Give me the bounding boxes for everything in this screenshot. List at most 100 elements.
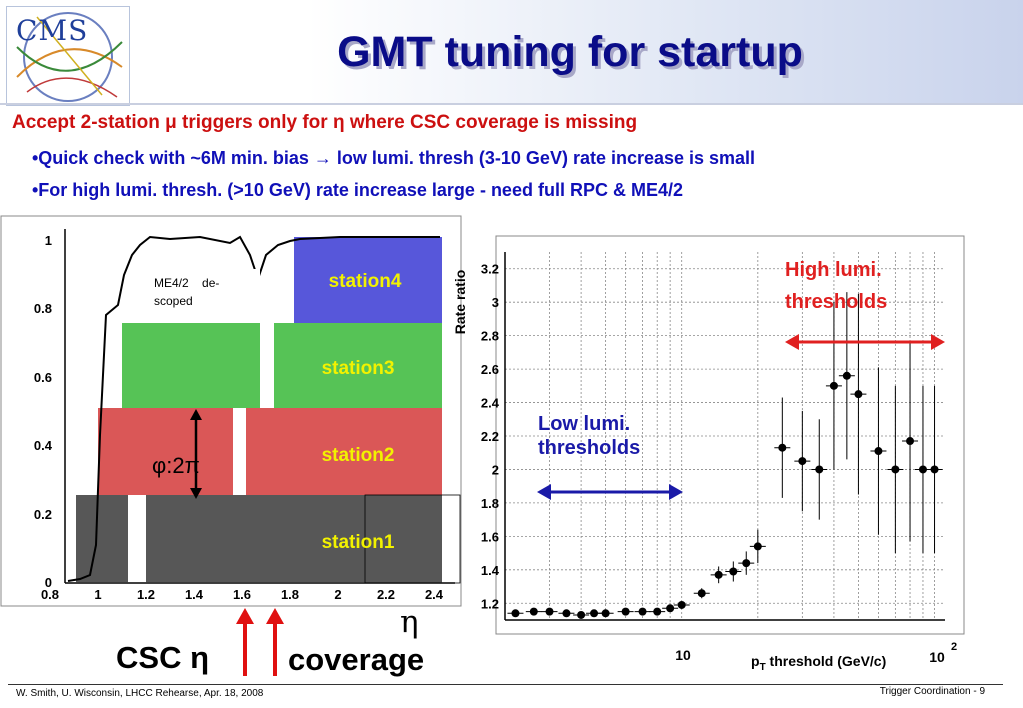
low-lumi-arrow-right — [669, 484, 683, 500]
rate-points — [507, 292, 943, 619]
header-divider — [0, 103, 1023, 105]
rate-point — [511, 609, 520, 618]
rate-point — [653, 607, 662, 616]
csc-arrow-right-head — [266, 608, 284, 624]
cms-logo-graphic — [16, 12, 123, 102]
station4-band — [294, 237, 442, 323]
rate-plot-frame — [495, 235, 965, 635]
rate-y-tick-1.2: 1.2 — [481, 596, 499, 611]
high-lumi-arrow-right — [931, 334, 945, 350]
rate-x-tick-10: 10 — [675, 647, 691, 663]
main-bullet: Accept 2-station μ triggers only for η w… — [12, 112, 638, 133]
footer-right: Trigger Coordination - 9 — [879, 686, 985, 697]
y-tick-0: 0 — [45, 575, 52, 590]
station3-band-left — [122, 323, 260, 408]
rate-y-tick-1.6: 1.6 — [481, 529, 499, 544]
csc-eta-label: CSC η — [116, 640, 209, 675]
x-tick-0.8: 0.8 — [41, 587, 59, 602]
rate-point — [742, 559, 751, 568]
annotation-box — [148, 269, 260, 317]
phi-label: φ:2π — [152, 453, 200, 478]
station4-label: station4 — [329, 271, 402, 292]
station1-band — [146, 495, 442, 583]
sub-bullet-1: •Quick check with ~6M min. bias → low lu… — [32, 148, 756, 168]
eta-coverage-plot: 0 0.2 0.4 0.6 0.8 1 0.8 1 1.2 1.4 1.6 1.… — [0, 215, 462, 607]
rate-point — [529, 607, 538, 616]
eta-symbol: η — [400, 604, 419, 640]
slide-title: GMT tuning for startup — [337, 28, 803, 76]
station2-band-left — [98, 408, 233, 495]
rate-x-tick-100: 10 — [929, 649, 945, 665]
x-tick-2.2: 2.2 — [377, 587, 395, 602]
low-lumi-label-1: Low lumi. — [538, 413, 630, 435]
cms-logo — [6, 6, 130, 106]
rate-y-tick-1.8: 1.8 — [481, 496, 499, 511]
low-lumi-arrow-left — [537, 484, 551, 500]
station1-label: station1 — [322, 532, 395, 553]
y-tick-labels: 0 0.2 0.4 0.6 0.8 1 — [34, 233, 53, 590]
rate-point — [829, 381, 838, 390]
annotation-line2: scoped — [154, 294, 193, 308]
rate-point — [798, 457, 807, 466]
rate-y-tick-1.4: 1.4 — [481, 563, 500, 578]
footer-left: W. Smith, U. Wisconsin, LHCC Rehearse, A… — [16, 688, 264, 699]
rate-point — [874, 447, 883, 456]
rate-y-tick-2.2: 2.2 — [481, 429, 499, 444]
high-lumi-label-2: thresholds — [785, 291, 887, 313]
rate-point — [638, 607, 647, 616]
rate-y-tick-labels: 1.2 1.4 1.6 1.8 2 2.2 2.4 2.6 2.8 3 3.2 — [481, 262, 500, 612]
station1-band-left — [76, 495, 128, 583]
rate-point — [778, 443, 787, 452]
rate-point — [545, 607, 554, 616]
efficiency-curve — [67, 235, 440, 582]
rate-ratio-plot: 1.2 1.4 1.6 1.8 2 2.2 2.4 2.6 2.8 3 3.2 Rate ratio… — [455, 235, 965, 673]
rate-point — [714, 570, 723, 579]
rate-y-tick-2: 2 — [492, 462, 499, 477]
y-tick-0.2: 0.2 — [34, 507, 52, 522]
rate-point — [753, 542, 762, 551]
rate-point — [891, 465, 900, 474]
rate-x-label: pT threshold (GeV/c) — [751, 653, 886, 673]
rate-point — [729, 567, 738, 576]
rate-point — [590, 609, 599, 618]
rate-point — [842, 371, 851, 380]
x-tick-1.4: 1.4 — [185, 587, 204, 602]
csc-arrow-left-head — [236, 608, 254, 624]
sub-bullet-2: •For high lumi. thresh. (>10 GeV) rate i… — [32, 180, 683, 200]
x-tick-2.4: 2.4 — [425, 587, 444, 602]
rate-y-tick-3.2: 3.2 — [481, 262, 499, 277]
rate-point — [577, 610, 586, 619]
rate-point — [918, 465, 927, 474]
rate-x-tick-100-exp: 2 — [951, 641, 957, 653]
rate-point — [666, 604, 675, 613]
y-tick-1: 1 — [45, 233, 52, 248]
phi-arrow-head-bottom — [190, 488, 202, 499]
cms-logo-text: CMS — [16, 14, 89, 47]
high-lumi-arrow-left — [785, 334, 799, 350]
phi-arrow-head-top — [190, 409, 202, 420]
annotation-line1: ME4/2 de- — [154, 276, 219, 290]
station3-band — [274, 323, 442, 408]
rate-point — [906, 437, 915, 446]
station2-label: station2 — [322, 445, 395, 466]
highlight-box — [364, 494, 461, 584]
rate-y-label: Rate ratio — [455, 270, 468, 335]
x-tick-2: 2 — [334, 587, 341, 602]
x-tick-1.6: 1.6 — [233, 587, 251, 602]
y-tick-0.4: 0.4 — [34, 438, 53, 453]
station3-label: station3 — [322, 358, 395, 379]
y-tick-0.6: 0.6 — [34, 370, 52, 385]
x-tick-1: 1 — [94, 587, 101, 602]
rate-y-tick-2.4: 2.4 — [481, 396, 500, 411]
csc-arrows — [236, 608, 284, 676]
low-lumi-label-2: thresholds — [538, 437, 640, 459]
header-band — [0, 0, 1023, 104]
high-lumi-label-1: High lumi. — [785, 259, 882, 281]
x-tick-labels: 0.8 1 1.2 1.4 1.6 1.8 2 2.2 2.4 — [41, 587, 444, 602]
rate-y-tick-3: 3 — [492, 295, 499, 310]
rate-point — [854, 390, 863, 399]
x-tick-1.8: 1.8 — [281, 587, 299, 602]
rate-point — [621, 607, 630, 616]
coverage-label: coverage — [288, 642, 425, 677]
x-tick-1.2: 1.2 — [137, 587, 155, 602]
